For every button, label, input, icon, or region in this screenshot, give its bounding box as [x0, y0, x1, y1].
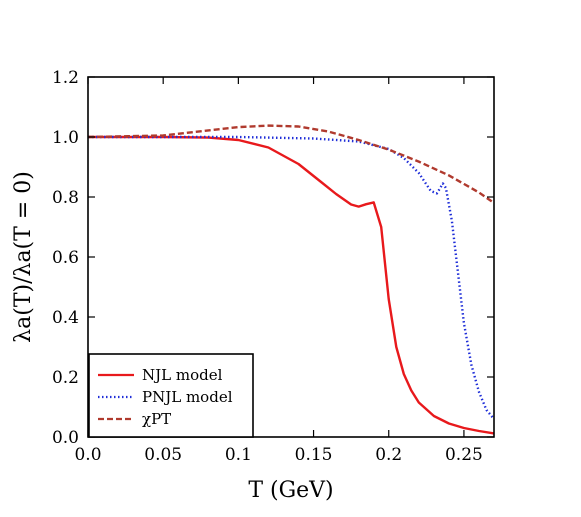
plot-lines: [87, 124, 495, 435]
series-line-pnjl: [88, 135, 495, 420]
x-tick-label: 0.25: [445, 445, 483, 465]
y-tick-label: 0.2: [52, 368, 79, 388]
ticks: [87, 76, 494, 438]
legend-label-chipt: χPT: [142, 410, 171, 428]
legend-label-njl: NJL model: [142, 366, 223, 384]
x-tick-label: 0.15: [295, 445, 333, 465]
series-line-chipt: [87, 124, 495, 204]
x-tick-label: 0.0: [74, 445, 101, 465]
legend-box: [88, 353, 254, 438]
y-tick-label: 0.6: [52, 248, 79, 268]
y-axis-label: λa(T)/λa(T = 0): [11, 171, 36, 343]
x-tick-label: 0.2: [375, 445, 402, 465]
x-tick-label: 0.1: [225, 445, 252, 465]
x-tick-label: 0.05: [144, 445, 182, 465]
legend: NJL model PNJL model χPT: [88, 353, 254, 438]
y-tick-label: 0.4: [52, 308, 79, 328]
x-axis-label: T (GeV): [248, 478, 333, 503]
y-tick-label: 0.8: [52, 188, 79, 208]
tick-labels: 0.0 0.05 0.1 0.15 0.2 0.25 0.0 0.2 0.4 0.6 0.8 1.0 1…: [52, 68, 483, 465]
y-tick-label: 0.0: [52, 428, 79, 448]
y-tick-label: 1.0: [52, 128, 79, 148]
series-line-njl: [88, 135, 495, 435]
y-tick-label: 1.2: [52, 68, 79, 88]
legend-label-pnjl: PNJL model: [142, 388, 233, 406]
